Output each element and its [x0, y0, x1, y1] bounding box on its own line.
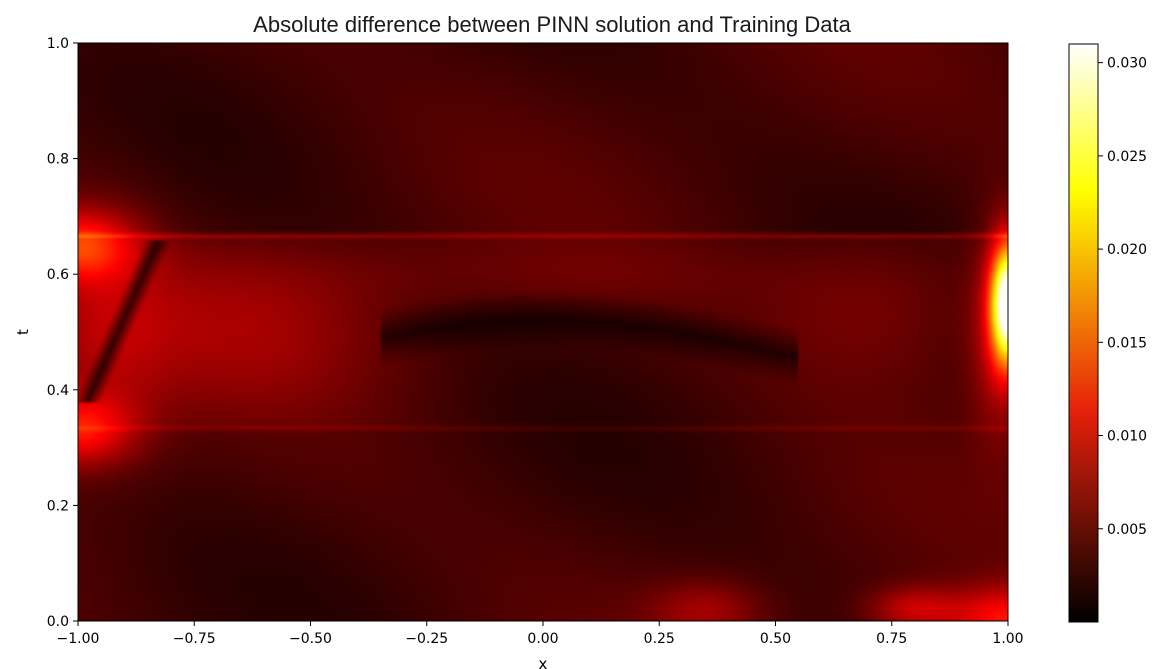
y-tick-label: 1.0 — [47, 36, 69, 52]
x-tick-label: 0.00 — [527, 631, 558, 647]
colorbar-tick-label: 0.015 — [1107, 335, 1147, 351]
y-axis: 0.0 0.2 0.4 0.6 0.8 1.0 — [47, 36, 78, 630]
x-tick-label: −0.50 — [289, 631, 332, 647]
plot-area — [77, 42, 1009, 622]
y-tick-label: 0.2 — [47, 498, 69, 514]
colorbar-tick-label: 0.030 — [1107, 56, 1147, 72]
x-axis-label: x — [539, 655, 548, 669]
y-tick-label: 0.8 — [47, 152, 69, 168]
heatmap-image — [78, 43, 1008, 621]
colorbar-tick-label: 0.005 — [1107, 522, 1147, 538]
chart-title: Absolute difference between PINN solutio… — [253, 12, 851, 37]
y-axis-label: t — [14, 329, 32, 335]
colorbar-gradient — [1068, 43, 1099, 623]
colorbar: 0.005 0.010 0.015 0.020 0.025 0.030 — [1068, 43, 1147, 623]
y-tick-label: 0.0 — [47, 614, 69, 630]
x-axis: −1.00 −0.75 −0.50 −0.25 0.00 0.25 0.50 0.75 1.00 — [57, 621, 1024, 647]
x-tick-label: 0.50 — [760, 631, 791, 647]
colorbar-ticks: 0.005 0.010 0.015 0.020 0.025 0.030 — [1098, 56, 1147, 538]
x-tick-label: 0.25 — [644, 631, 675, 647]
colorbar-tick-label: 0.020 — [1107, 242, 1147, 258]
x-tick-label: 0.75 — [876, 631, 907, 647]
x-tick-label: −1.00 — [57, 631, 100, 647]
y-tick-label: 0.6 — [47, 267, 69, 283]
colorbar-tick-label: 0.010 — [1107, 429, 1147, 445]
x-tick-label: 1.00 — [992, 631, 1023, 647]
x-tick-label: −0.75 — [173, 631, 216, 647]
y-tick-label: 0.4 — [47, 383, 69, 399]
colorbar-tick-label: 0.025 — [1107, 149, 1147, 165]
x-tick-label: −0.25 — [405, 631, 448, 647]
